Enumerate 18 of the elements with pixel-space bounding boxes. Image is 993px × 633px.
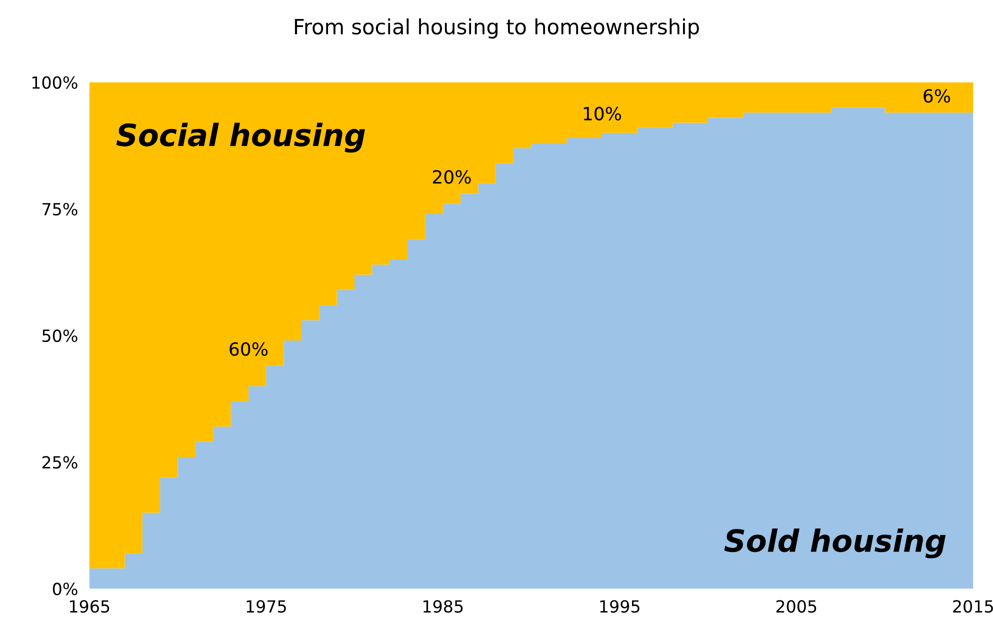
- annotation: 10%: [584, 106, 622, 120]
- y-tick-label: 75%: [42, 202, 78, 216]
- y-tick-label: 25%: [42, 456, 78, 469]
- chart-title: From social housing to homeownership: [294, 18, 699, 39]
- y-tick-label: 50%: [42, 329, 78, 342]
- x-tick-label: 1975: [246, 600, 286, 613]
- series-label: Social housing: [116, 122, 365, 153]
- x-tick-label: 2005: [776, 600, 816, 613]
- x-tick-label: 1985: [424, 600, 463, 613]
- x-tick-label: 2015: [953, 600, 993, 613]
- x-tick-label: 1965: [70, 600, 110, 613]
- annotation: 6%: [924, 89, 950, 103]
- y-tick-label: 100%: [32, 76, 78, 89]
- y-tick-label: 0%: [52, 582, 78, 596]
- series-label: Sold housing: [724, 528, 946, 558]
- x-tick-label: 1995: [600, 600, 640, 613]
- annotation: 60%: [230, 342, 268, 356]
- annotation: 20%: [432, 170, 471, 184]
